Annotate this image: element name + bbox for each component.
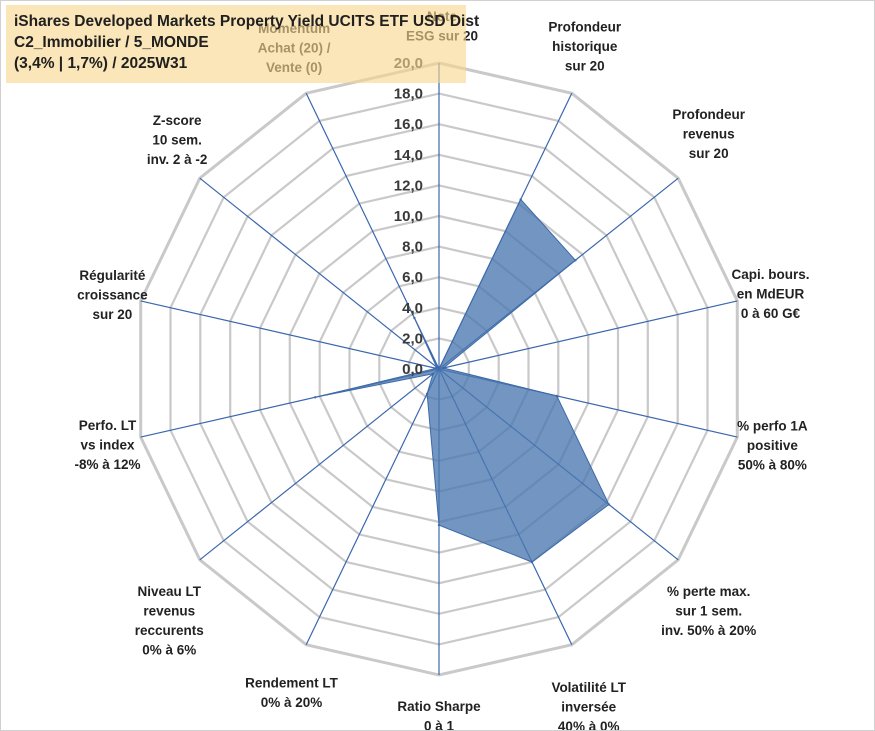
data-point [435, 365, 438, 369]
data-point [519, 198, 522, 201]
data-point [574, 259, 577, 262]
data-point [442, 366, 445, 370]
axis-label: Rendement LT 0% à 20% [245, 675, 339, 710]
data-point [555, 394, 558, 398]
series-area [315, 198, 610, 563]
tick-label: 8,0 [402, 239, 423, 256]
data-point [314, 396, 317, 399]
radar-tick-labels: 0,02,04,06,08,010,012,014,016,018,020,0 [394, 55, 423, 378]
data-point [413, 316, 416, 320]
axis-label: Ratio Sharpe 0 à 1 [397, 699, 481, 730]
tick-label: 16,0 [394, 116, 423, 133]
axis-label: Z-score 10 sem. inv. 2 à -2 [147, 113, 208, 167]
chart-title-box: iShares Developed Markets Property Yield… [6, 5, 480, 83]
data-point [437, 367, 441, 371]
data-point [530, 560, 534, 564]
axis-label: % perfo 1A positive 50% à 80% [737, 419, 808, 473]
tick-label: 10,0 [394, 208, 423, 225]
data-point [431, 372, 435, 375]
chart-title: iShares Developed Markets Property Yield… [14, 13, 480, 30]
tick-label: 14,0 [394, 147, 423, 164]
axis-label: Régularité croissance sur 20 [77, 268, 148, 322]
axis-spoke [438, 300, 738, 370]
chart-subtitle: C2_Immobilier / 5_MONDE [14, 34, 209, 51]
data-point [425, 392, 429, 395]
axis-label: Perfo. LT vs index -8% à 12% [74, 418, 140, 472]
tick-label: 6,0 [402, 269, 423, 286]
tick-label: 2,0 [402, 330, 423, 347]
axis-spoke [305, 368, 440, 645]
data-point [437, 523, 441, 527]
chart-period: (3,4% | 1,7%) / 2025W31 [14, 55, 188, 72]
axis-spoke [140, 300, 440, 370]
tick-label: 18,0 [394, 86, 423, 103]
radar-series [314, 198, 611, 564]
axis-label: Capi. bours. en MdEUR 0 à 60 G€ [731, 267, 809, 321]
axis-spoke [199, 177, 440, 370]
axis-label: % perte max. sur 1 sem. inv. 50% à 20% [661, 584, 756, 638]
tick-label: 4,0 [402, 300, 423, 317]
axis-label: Niveau LT revenus reccurents 0% à 6% [135, 584, 204, 658]
data-point [607, 503, 611, 506]
axis-label: Volatilité LT inversée 40% à 0% [551, 680, 626, 730]
axis-label: Profondeur revenus sur 20 [672, 107, 745, 161]
axis-label: Profondeur historique sur 20 [548, 19, 621, 73]
axis-spoke [199, 368, 440, 561]
tick-label: 0,0 [402, 361, 423, 378]
tick-label: 12,0 [394, 177, 423, 194]
